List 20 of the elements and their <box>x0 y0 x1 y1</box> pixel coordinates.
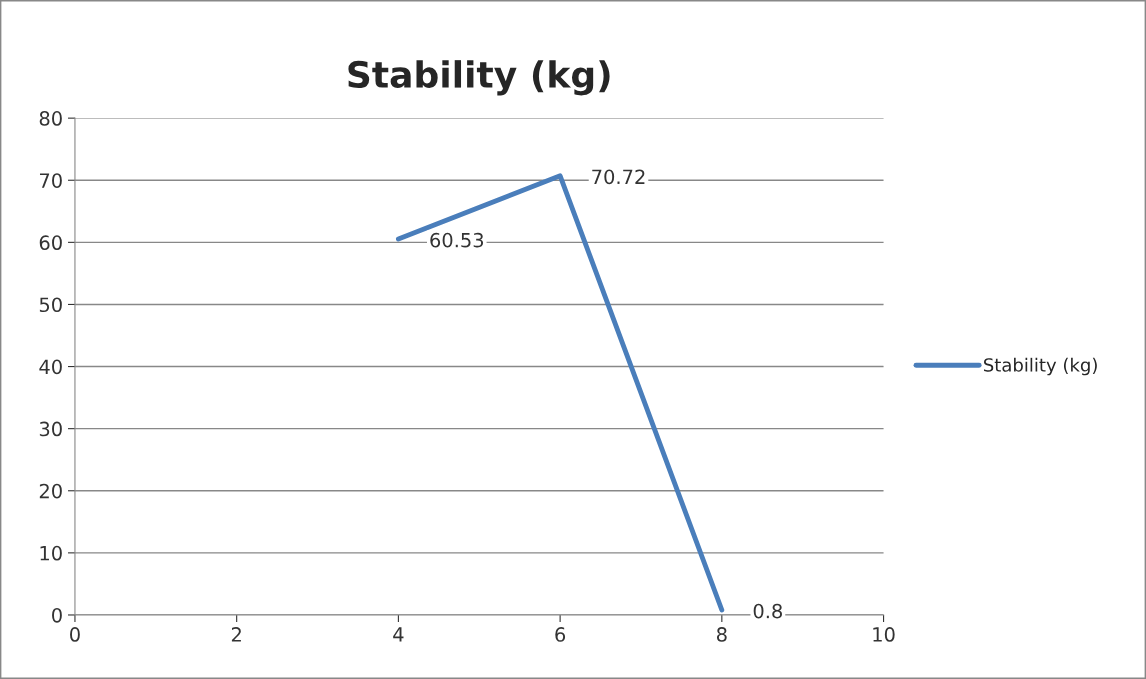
x-tick-label: 8 <box>716 627 727 642</box>
data-label: 60.53 <box>430 232 484 248</box>
data-label: 0.8 <box>753 603 782 619</box>
y-tick-label: 70 <box>39 173 62 188</box>
y-tick-label: 40 <box>39 359 62 375</box>
y-tick-label: 20 <box>39 483 62 499</box>
y-tick-label: 30 <box>39 421 62 437</box>
x-tick-label: 0 <box>70 627 80 642</box>
y-tick-label: 50 <box>39 297 62 313</box>
y-tick-label: 10 <box>40 545 62 561</box>
chart-title: Stability (kg) <box>348 60 610 96</box>
x-tick-label: 6 <box>555 627 566 642</box>
legend-label: Stability (kg) <box>983 357 1097 376</box>
y-tick-label: 60 <box>39 235 62 251</box>
y-tick-label: 0 <box>52 607 62 623</box>
y-tick-label: 80 <box>39 111 62 126</box>
x-tick-label: 4 <box>393 627 404 642</box>
x-tick-label: 2 <box>231 627 241 642</box>
data-label: 70.72 <box>592 169 645 185</box>
x-tick-label: 10 <box>873 627 895 642</box>
